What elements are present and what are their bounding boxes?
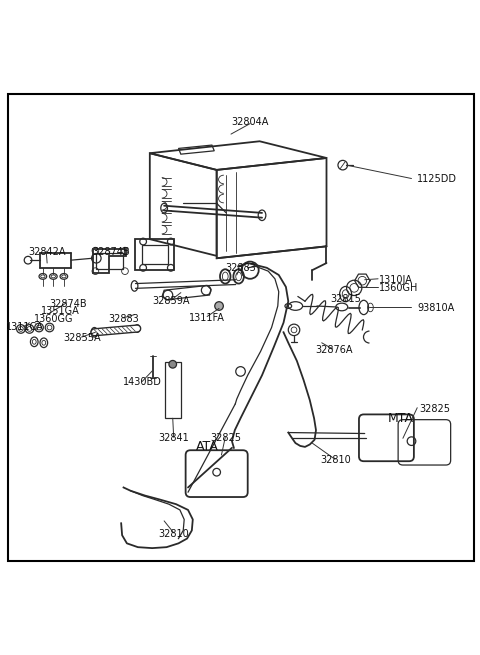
Text: 32841: 32841 (158, 434, 189, 443)
Text: 1360GH: 1360GH (379, 283, 419, 293)
Text: 1351GA: 1351GA (41, 307, 80, 316)
Text: 32876A: 32876A (315, 345, 352, 355)
Text: MTA: MTA (387, 412, 413, 424)
Text: 1311CA: 1311CA (6, 322, 44, 333)
Circle shape (169, 360, 177, 368)
Text: 32810: 32810 (158, 529, 189, 539)
Text: 32883: 32883 (108, 314, 139, 324)
Text: 32883: 32883 (225, 263, 256, 273)
Text: 32825: 32825 (420, 403, 451, 414)
Circle shape (215, 302, 223, 310)
Text: 1310JA: 1310JA (379, 274, 413, 285)
Text: 1311FA: 1311FA (189, 313, 225, 323)
Text: 32804A: 32804A (231, 117, 269, 127)
Text: 32842A: 32842A (28, 247, 66, 257)
Text: 32855A: 32855A (63, 333, 101, 343)
Text: 93810A: 93810A (417, 303, 455, 313)
Text: 32859A: 32859A (153, 296, 190, 307)
Text: 1360GG: 1360GG (34, 314, 73, 324)
Text: 32815: 32815 (330, 294, 361, 304)
Text: 1125DD: 1125DD (417, 174, 457, 185)
Text: 32874B: 32874B (92, 247, 130, 257)
Text: 32825: 32825 (211, 434, 242, 443)
Text: 32874B: 32874B (49, 299, 86, 309)
Text: ATA: ATA (196, 440, 218, 453)
Text: 1430BD: 1430BD (123, 377, 162, 387)
Text: 32810: 32810 (321, 455, 351, 465)
